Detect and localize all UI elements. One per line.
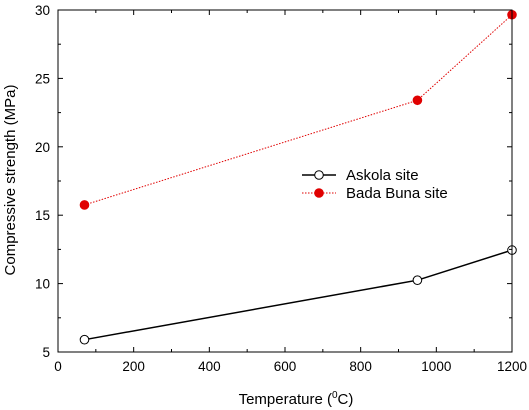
x-tick-label: 1000 [421, 359, 451, 374]
y-tick-label: 30 [35, 3, 50, 18]
y-tick-label: 20 [35, 140, 50, 155]
x-axis-title-text: Temperature [239, 391, 323, 408]
legend-label-bada-buna: Bada Buna site [346, 185, 448, 202]
series-line-bada-buna-site [84, 14, 513, 206]
x-axis-title: Temperature (0C) [239, 390, 354, 408]
x-tick-label: 600 [274, 359, 297, 374]
data-point-askola-site [79, 334, 90, 345]
data-point-bada-buna-site [79, 200, 90, 210]
x-axis-title-unit: C [338, 391, 349, 408]
data-point-bada-buna-site [412, 95, 423, 106]
y-tick-label: 25 [35, 71, 50, 86]
y-tick-label: 5 [42, 345, 50, 360]
x-tick-label: 1200 [497, 359, 527, 374]
y-axis-title: Compressive strength (MPa) [2, 85, 19, 276]
ticks-layer: 0 200 400 600 800 1000 1200 5 10 15 20 25 30 [35, 3, 527, 374]
legend-marker-bada-buna [314, 188, 324, 198]
x-tick-label: 400 [198, 359, 221, 374]
data-point-askola-site [412, 275, 423, 285]
legend-label-askola: Askola site [346, 167, 419, 184]
plot-frame [57, 9, 513, 353]
legend-marker-askola [314, 170, 324, 180]
x-tick-label: 800 [349, 359, 372, 374]
series-layer [79, 9, 517, 345]
x-tick-label: 0 [54, 359, 62, 374]
x-tick-label: 200 [122, 359, 145, 374]
x-axis-title-open: ( [323, 391, 332, 408]
series-line-askola-site [84, 249, 513, 341]
legend: Askola site Bada Buna site [302, 167, 448, 202]
y-tick-label: 10 [35, 277, 50, 292]
x-axis-title-superscript: 0 [332, 390, 338, 401]
x-axis-title-close: ) [348, 391, 353, 408]
y-tick-label: 15 [35, 208, 50, 223]
